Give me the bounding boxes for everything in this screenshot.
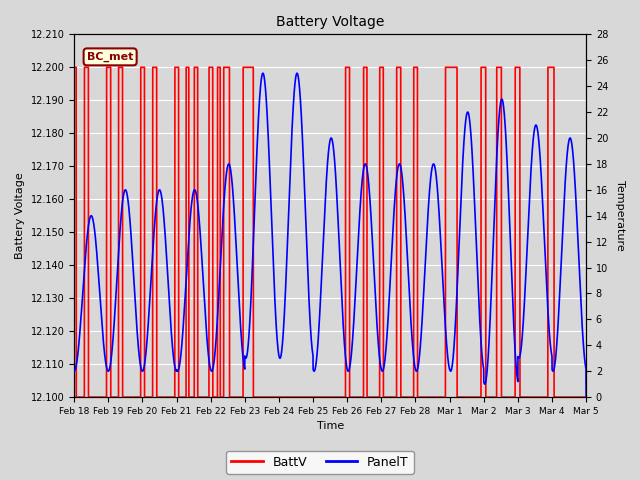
Y-axis label: Battery Voltage: Battery Voltage [15, 172, 25, 259]
Y-axis label: Temperature: Temperature [615, 180, 625, 251]
Legend: BattV, PanelT: BattV, PanelT [227, 451, 413, 474]
Text: BC_met: BC_met [87, 52, 133, 62]
Title: Battery Voltage: Battery Voltage [276, 15, 384, 29]
X-axis label: Time: Time [317, 421, 344, 432]
